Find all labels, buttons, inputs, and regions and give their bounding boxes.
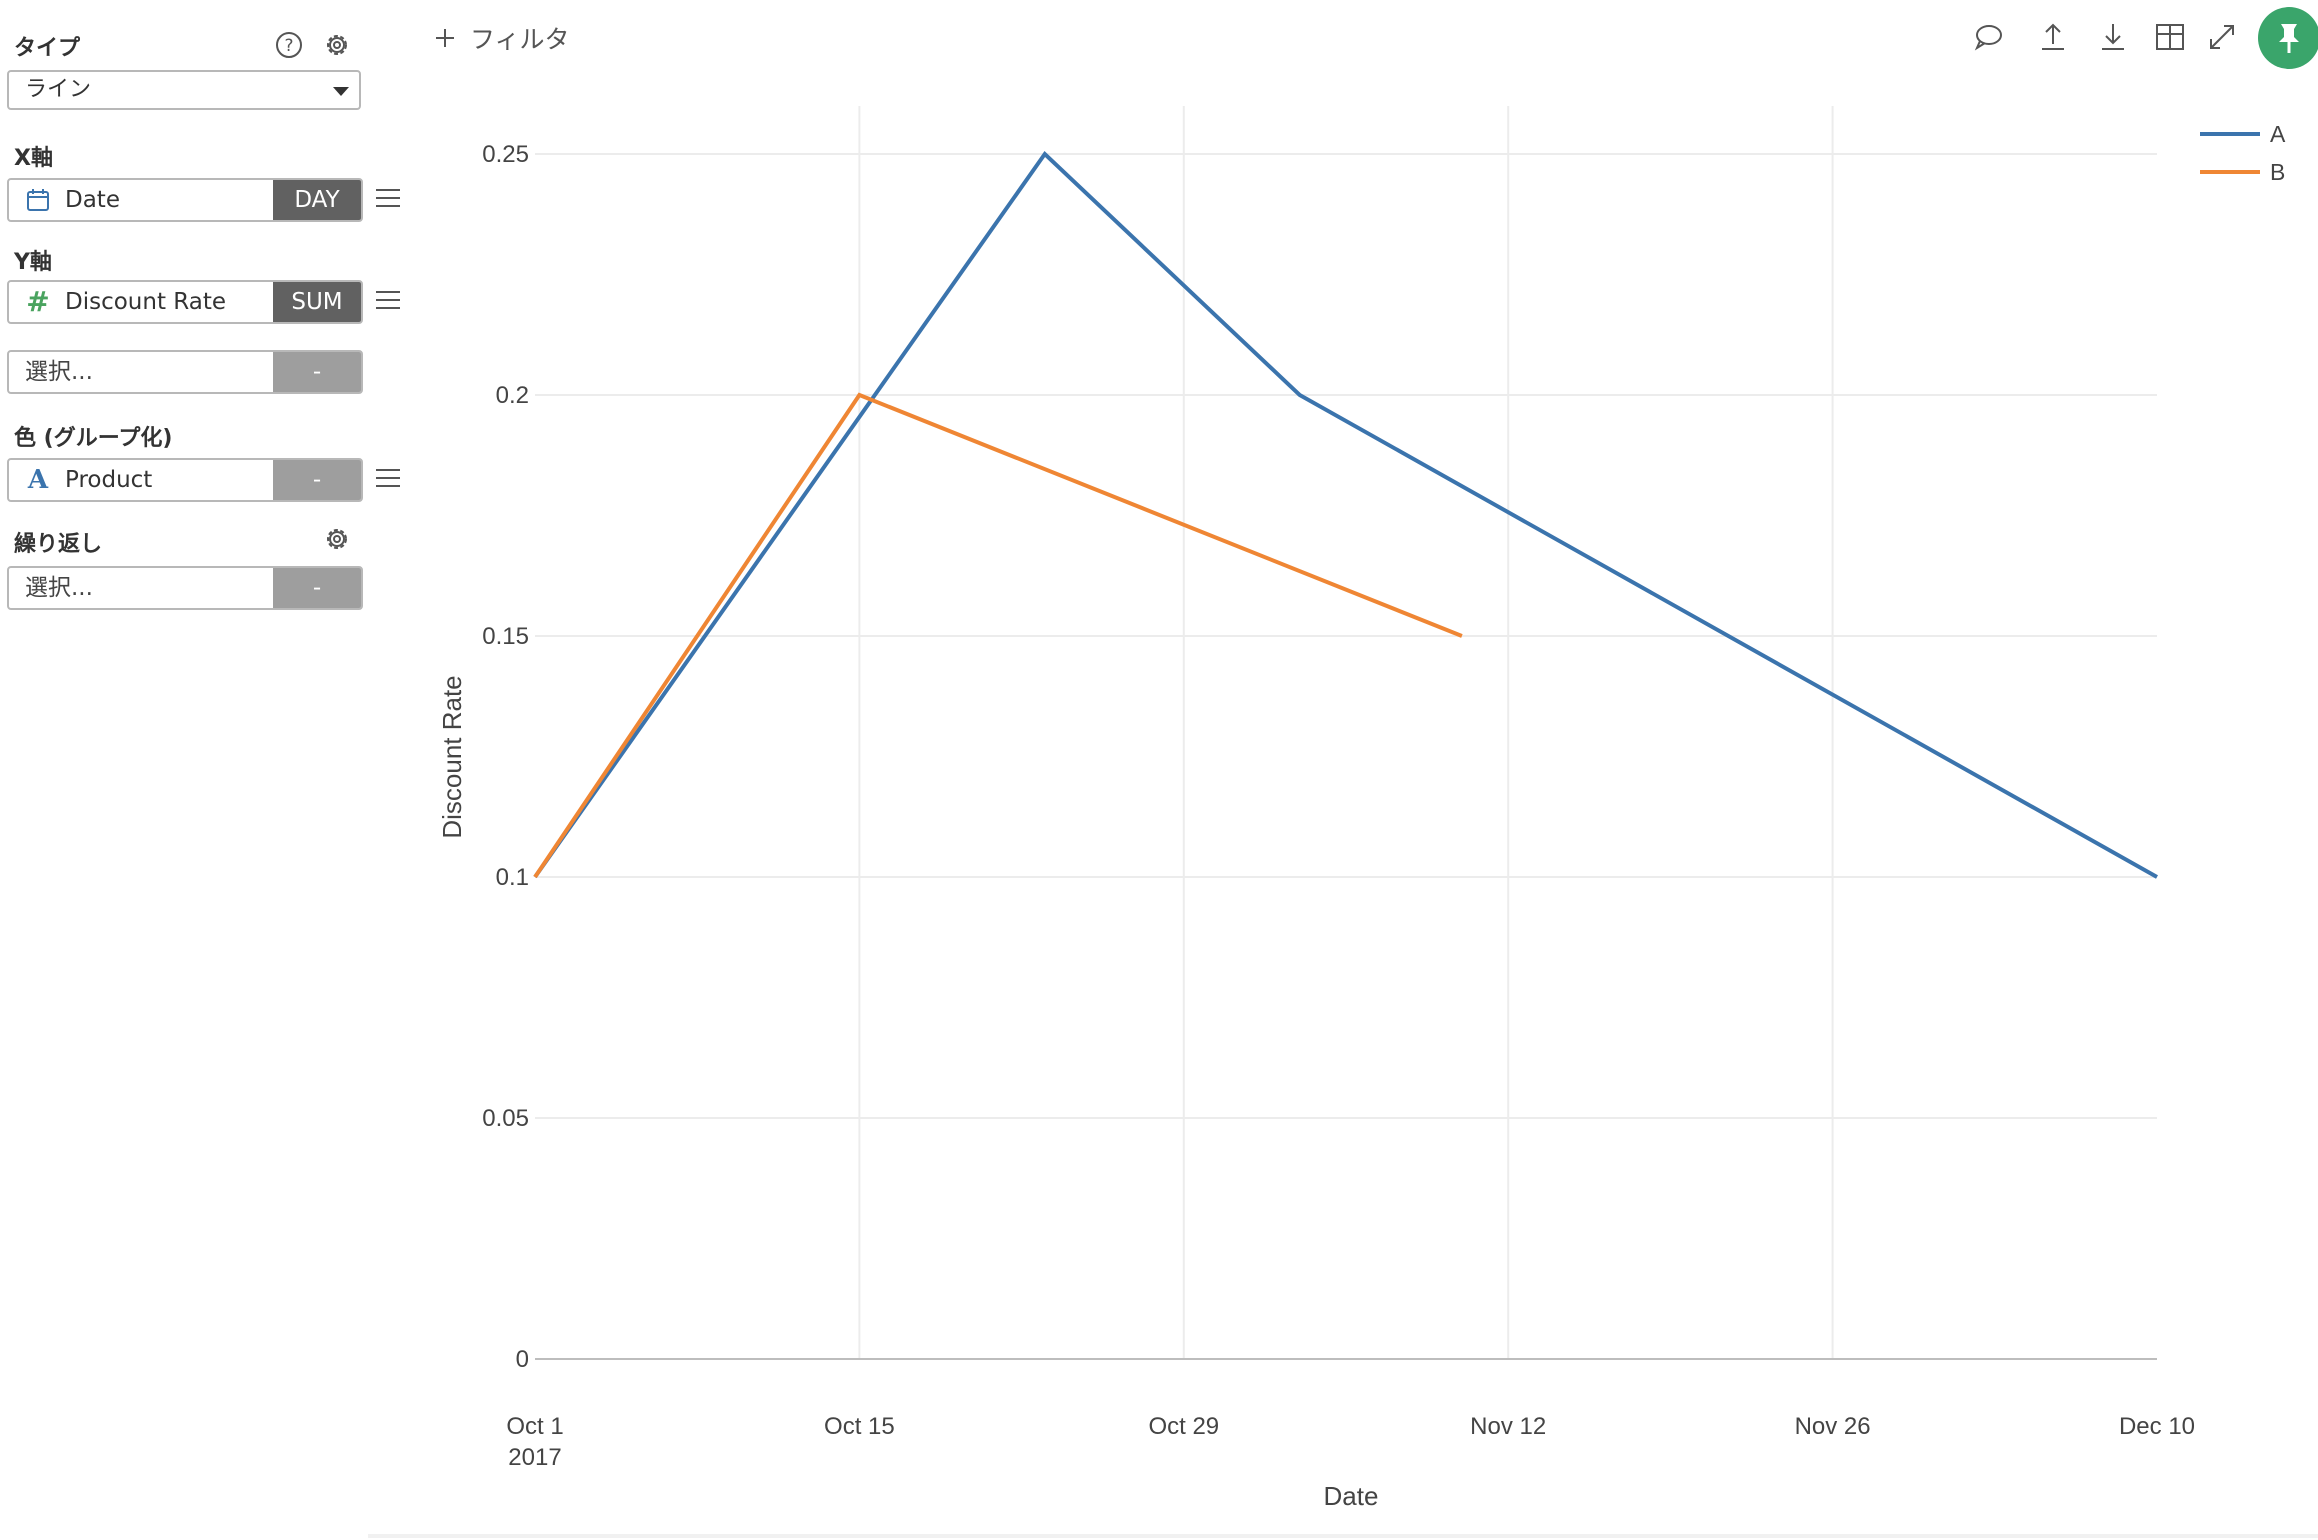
chart-type-select[interactable]: ライン	[7, 70, 361, 110]
pin-button[interactable]	[2258, 7, 2318, 69]
color-field-name: Product	[65, 467, 153, 493]
series-line-b	[533, 392, 1463, 879]
help-icon[interactable]: ?	[274, 30, 304, 60]
yaxis-aggregation-badge[interactable]: SUM	[273, 282, 361, 322]
yaxis-menu-icon[interactable]	[374, 288, 402, 312]
y-axis-title: Discount Rate	[437, 675, 467, 838]
xaxis-label: X軸	[14, 146, 53, 171]
xaxis-aggregation-badge[interactable]: DAY	[273, 180, 361, 220]
y-tick-label: 0	[516, 1346, 529, 1373]
legend-label-b: B	[2270, 159, 2285, 185]
y-tick-label: 0.25	[482, 141, 529, 168]
download-icon[interactable]	[2096, 20, 2130, 54]
repeat-field[interactable]: 選択... -	[7, 566, 363, 610]
type-label: タイプ	[14, 36, 81, 61]
legend-label-a: A	[2270, 121, 2286, 147]
yaxis2-badge[interactable]: -	[273, 352, 361, 392]
yaxis-field[interactable]: # Discount Rate SUM	[7, 280, 363, 324]
chart-type-value: ライン	[25, 77, 92, 102]
x-tick-label: Oct 15	[824, 1413, 895, 1440]
add-filter-button[interactable]: フィルタ	[434, 20, 570, 56]
repeat-settings-gear-icon[interactable]	[322, 524, 352, 554]
plus-icon	[436, 29, 454, 47]
y-tick-label: 0.15	[482, 623, 529, 650]
x-tick-label: Oct 29	[1148, 1413, 1219, 1440]
divider	[368, 1534, 2318, 1538]
color-field[interactable]: A Product -	[7, 458, 363, 502]
color-menu-icon[interactable]	[374, 466, 402, 490]
expand-icon[interactable]	[2205, 20, 2239, 54]
x-tick-label: Oct 1	[506, 1413, 563, 1440]
series-line-a	[533, 150, 2158, 879]
chevron-down-icon	[333, 87, 349, 96]
hash-icon: #	[26, 285, 50, 318]
svg-text:?: ?	[284, 36, 293, 56]
yaxis2-placeholder: 選択...	[25, 359, 93, 385]
filter-label: フィルタ	[470, 25, 570, 54]
y-tick-label: 0.1	[496, 864, 529, 891]
color-group-label: 色 (グループ化)	[14, 426, 173, 451]
type-settings-gear-icon[interactable]	[322, 30, 352, 60]
calendar-icon	[27, 189, 49, 211]
upload-icon[interactable]	[2036, 20, 2070, 54]
table-icon[interactable]	[2153, 20, 2187, 54]
xaxis-menu-icon[interactable]	[374, 186, 402, 210]
pin-icon	[2279, 24, 2299, 53]
x-tick-label: Dec 10	[2119, 1413, 2195, 1440]
text-type-icon: A	[27, 465, 49, 495]
color-badge[interactable]: -	[273, 460, 361, 500]
y-tick-label: 0.2	[496, 382, 529, 409]
repeat-badge[interactable]: -	[273, 568, 361, 608]
xaxis-field-name: Date	[65, 187, 120, 213]
repeat-placeholder: 選択...	[25, 575, 93, 601]
x-tick-label: Nov 26	[1795, 1413, 1871, 1440]
x-tick-label: 2017	[508, 1444, 561, 1471]
repeat-label: 繰り返し	[14, 532, 103, 557]
yaxis2-field[interactable]: 選択... -	[7, 350, 363, 394]
yaxis-field-name: Discount Rate	[65, 289, 227, 315]
xaxis-field[interactable]: Date DAY	[7, 178, 363, 222]
x-axis-title: Date	[1324, 1481, 1379, 1511]
y-tick-label: 0.05	[482, 1105, 529, 1132]
sidebar: タイプ ? ライン X軸 Date DAY Y軸 # Discount Rate…	[0, 0, 400, 1540]
x-tick-label: Nov 12	[1470, 1413, 1546, 1440]
comment-icon[interactable]	[1971, 20, 2005, 54]
yaxis-label: Y軸	[14, 250, 52, 275]
